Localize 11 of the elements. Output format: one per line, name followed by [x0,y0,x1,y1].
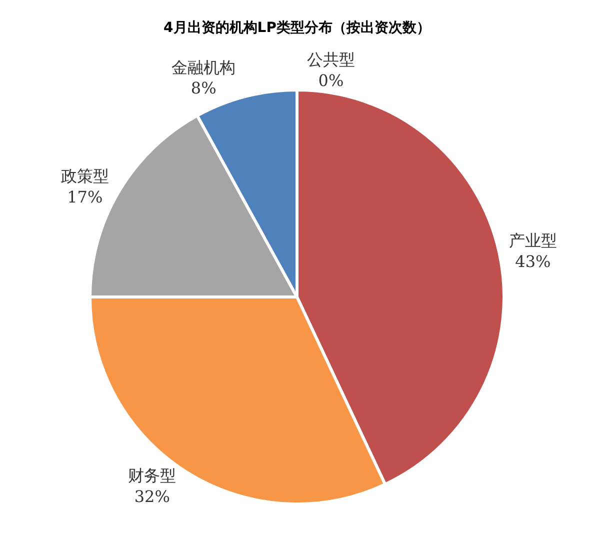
text: 0% [318,71,344,90]
slice-label: 财务型 [128,466,176,486]
chart-title: 4月出资的机构LP类型分布（按出资次数） [164,20,430,36]
slice-label: 金融机构 [172,58,236,77]
category-label: 公共型 [306,50,355,70]
data-label: 8% [190,78,216,98]
data-label: 43% [515,252,551,271]
slice-label: 产业型 [508,230,557,250]
slice-label: 政策型 [60,166,109,186]
data-label: 17% [67,187,103,206]
data-label: 32% [134,486,170,506]
